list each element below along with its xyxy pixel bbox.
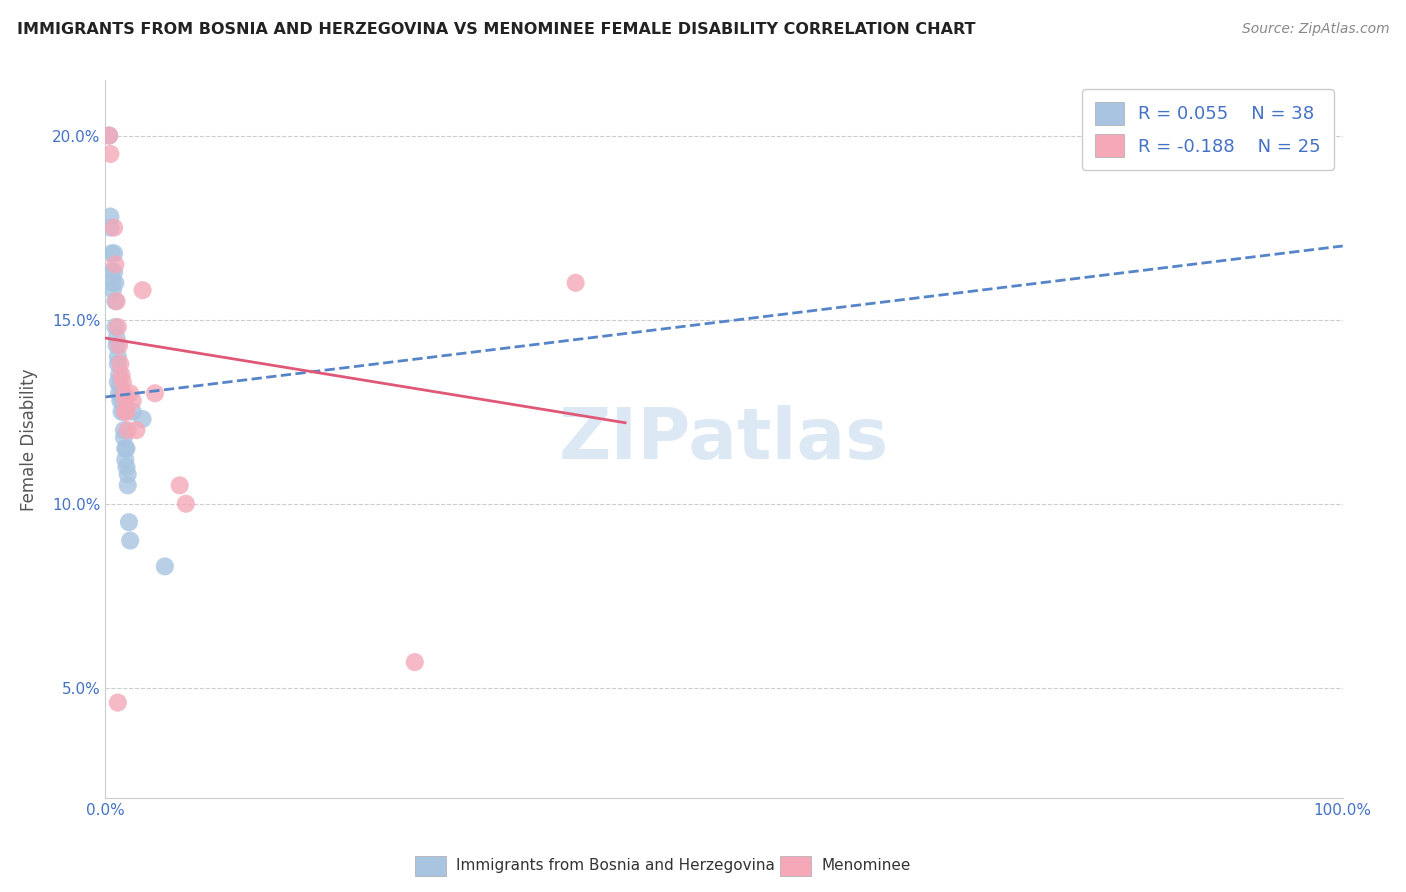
- Point: [112, 405, 135, 419]
- Point: [108, 368, 131, 382]
- Point: [114, 393, 136, 408]
- Point: [100, 246, 122, 260]
- Point: [103, 265, 125, 279]
- Legend: R = 0.055    N = 38, R = -0.188    N = 25: R = 0.055 N = 38, R = -0.188 N = 25: [1083, 89, 1334, 170]
- Point: [101, 283, 124, 297]
- Point: [114, 442, 136, 456]
- Point: [107, 376, 129, 390]
- Point: [118, 515, 141, 529]
- Point: [112, 423, 135, 437]
- Point: [110, 386, 132, 401]
- Point: [104, 294, 127, 309]
- Point: [100, 210, 122, 224]
- Point: [105, 331, 128, 345]
- Point: [104, 276, 127, 290]
- Text: Source: ZipAtlas.com: Source: ZipAtlas.com: [1241, 22, 1389, 37]
- Text: Immigrants from Bosnia and Herzegovina: Immigrants from Bosnia and Herzegovina: [456, 858, 775, 872]
- Point: [115, 405, 138, 419]
- Point: [98, 128, 121, 143]
- Point: [404, 655, 426, 669]
- Point: [115, 459, 138, 474]
- Text: Menominee: Menominee: [821, 858, 911, 872]
- Point: [110, 393, 132, 408]
- Point: [120, 386, 142, 401]
- Point: [104, 257, 127, 271]
- Point: [120, 533, 142, 548]
- Point: [174, 497, 197, 511]
- Text: IMMIGRANTS FROM BOSNIA AND HERZEGOVINA VS MENOMINEE FEMALE DISABILITY CORRELATIO: IMMIGRANTS FROM BOSNIA AND HERZEGOVINA V…: [17, 22, 976, 37]
- Point: [98, 128, 121, 143]
- Point: [108, 338, 131, 352]
- Point: [107, 357, 129, 371]
- Point: [100, 220, 122, 235]
- Point: [131, 412, 153, 426]
- Point: [110, 368, 132, 382]
- Point: [110, 379, 132, 393]
- Point: [114, 405, 136, 419]
- Point: [105, 294, 128, 309]
- Point: [100, 147, 122, 161]
- Point: [117, 478, 139, 492]
- Point: [104, 320, 127, 334]
- Point: [105, 338, 128, 352]
- Point: [121, 393, 143, 408]
- Point: [107, 320, 129, 334]
- Point: [100, 265, 122, 279]
- Point: [110, 405, 132, 419]
- Point: [103, 246, 125, 260]
- Point: [110, 357, 132, 371]
- Point: [108, 386, 131, 401]
- Point: [117, 467, 139, 482]
- Point: [169, 478, 191, 492]
- Point: [115, 442, 138, 456]
- Point: [564, 276, 586, 290]
- Point: [117, 423, 139, 437]
- Point: [114, 452, 136, 467]
- Point: [112, 430, 135, 444]
- Point: [143, 386, 166, 401]
- Point: [121, 405, 143, 419]
- Text: ZIPatlas: ZIPatlas: [560, 405, 889, 474]
- Point: [101, 276, 124, 290]
- Point: [111, 393, 134, 408]
- Point: [153, 559, 176, 574]
- Point: [131, 283, 153, 297]
- Point: [112, 386, 135, 401]
- Point: [107, 696, 129, 710]
- Point: [111, 376, 134, 390]
- Point: [103, 220, 125, 235]
- Point: [125, 423, 148, 437]
- Point: [107, 350, 129, 364]
- Y-axis label: Female Disability: Female Disability: [20, 368, 38, 510]
